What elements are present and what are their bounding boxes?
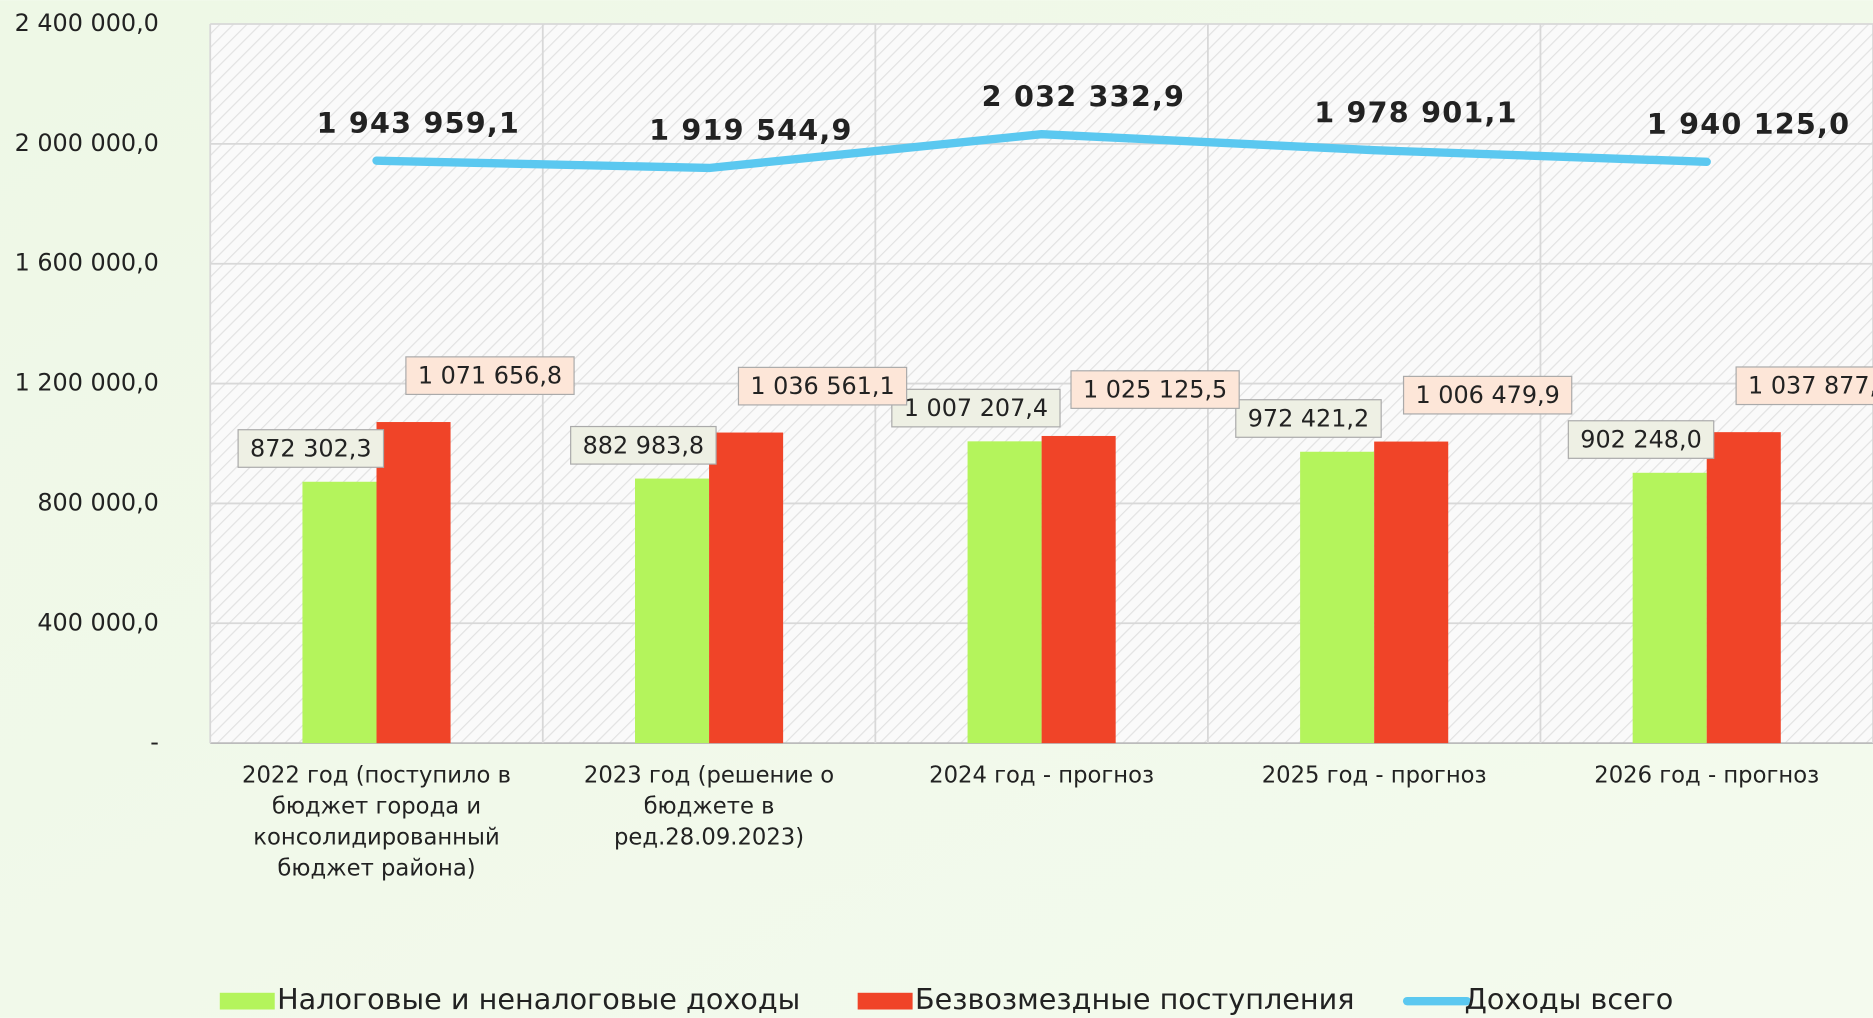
line-data-label: 1 978 901,1: [1314, 95, 1518, 129]
data-label-box: [237, 429, 385, 468]
data-label-box: [570, 425, 717, 465]
line: [372, 130, 1711, 173]
data-label: 882 983,8: [583, 431, 705, 459]
x-tick-label: 2025 год - прогноз: [1261, 762, 1487, 789]
data-label: 1 036 561,1: [750, 372, 894, 400]
legend-swatch: [857, 992, 913, 1010]
data-label-box: [1567, 420, 1715, 459]
y-tick-label: 400 000,0: [37, 608, 159, 636]
y-tick-label: 2 000 000,0: [15, 129, 159, 157]
legend-label: Безвозмездные поступления: [915, 982, 1355, 1016]
x-tick-label-box: 2022 год (поступило в бюджет города и ко…: [242, 762, 511, 882]
y-tick-label: 2 400 000,0: [15, 9, 159, 37]
data-label: 972 421,2: [1248, 405, 1370, 433]
data-label-box: [1235, 399, 1382, 438]
data-label: 1 071 656,8: [418, 362, 562, 390]
bar: [967, 441, 1042, 744]
data-label: 1 007 207,4: [904, 394, 1048, 422]
data-label-box: [1402, 375, 1573, 415]
x-tick-label: 2026 год - прогноз: [1594, 762, 1820, 789]
line-data-label: 1 940 125,0: [1647, 107, 1851, 141]
data-label-box: [1735, 366, 1873, 406]
x-tick-label: 2022 год (поступило в бюджет города и ко…: [242, 762, 511, 882]
data-label: 872 302,3: [250, 435, 372, 463]
x-tick-label-box: 2024 год - прогноз: [929, 762, 1155, 789]
bar: [1706, 432, 1781, 744]
data-label: 1 037 877,0: [1748, 372, 1873, 400]
x-tick-label-box: 2025 год - прогноз: [1261, 762, 1487, 789]
legend-label: Налоговые и неналоговые доходы: [277, 982, 800, 1016]
y-tick-label: 800 000,0: [37, 488, 159, 516]
x-tick-label-box: 2026 год - прогноз: [1594, 762, 1820, 789]
line-data-label: 1 943 959,1: [317, 106, 521, 140]
line-data-label: 1 919 544,9: [649, 113, 853, 147]
x-tick-label: 2023 год (решение о бюджете в ред.28.09.…: [583, 762, 835, 851]
legend-label: Доходы всего: [1464, 982, 1673, 1016]
bar: [1300, 451, 1375, 744]
line-data-label: 2 032 332,9: [982, 79, 1186, 113]
bar: [1041, 435, 1116, 744]
data-label: 1 006 479,9: [1416, 381, 1560, 409]
x-tick-label-box: 2023 год (решение о бюджете в ред.28.09.…: [583, 762, 835, 851]
data-label-box: [737, 366, 908, 406]
data-label-box: [405, 356, 575, 396]
data-label-box: [1070, 370, 1240, 409]
data-label: 1 025 125,5: [1083, 376, 1227, 404]
data-label-box: [891, 388, 1061, 428]
data-label: 902 248,0: [1580, 426, 1702, 454]
legend-swatch: [219, 992, 275, 1010]
bar: [376, 422, 451, 744]
bar: [1632, 472, 1707, 744]
bar: [302, 481, 377, 744]
y-tick-label: 1 200 000,0: [15, 369, 159, 397]
y-tick-label: 1 600 000,0: [15, 249, 159, 277]
y-tick-label: -: [150, 728, 159, 756]
bar: [1374, 441, 1449, 744]
x-tick-label: 2024 год - прогноз: [929, 762, 1155, 789]
bar: [709, 432, 784, 744]
bar: [635, 478, 710, 744]
